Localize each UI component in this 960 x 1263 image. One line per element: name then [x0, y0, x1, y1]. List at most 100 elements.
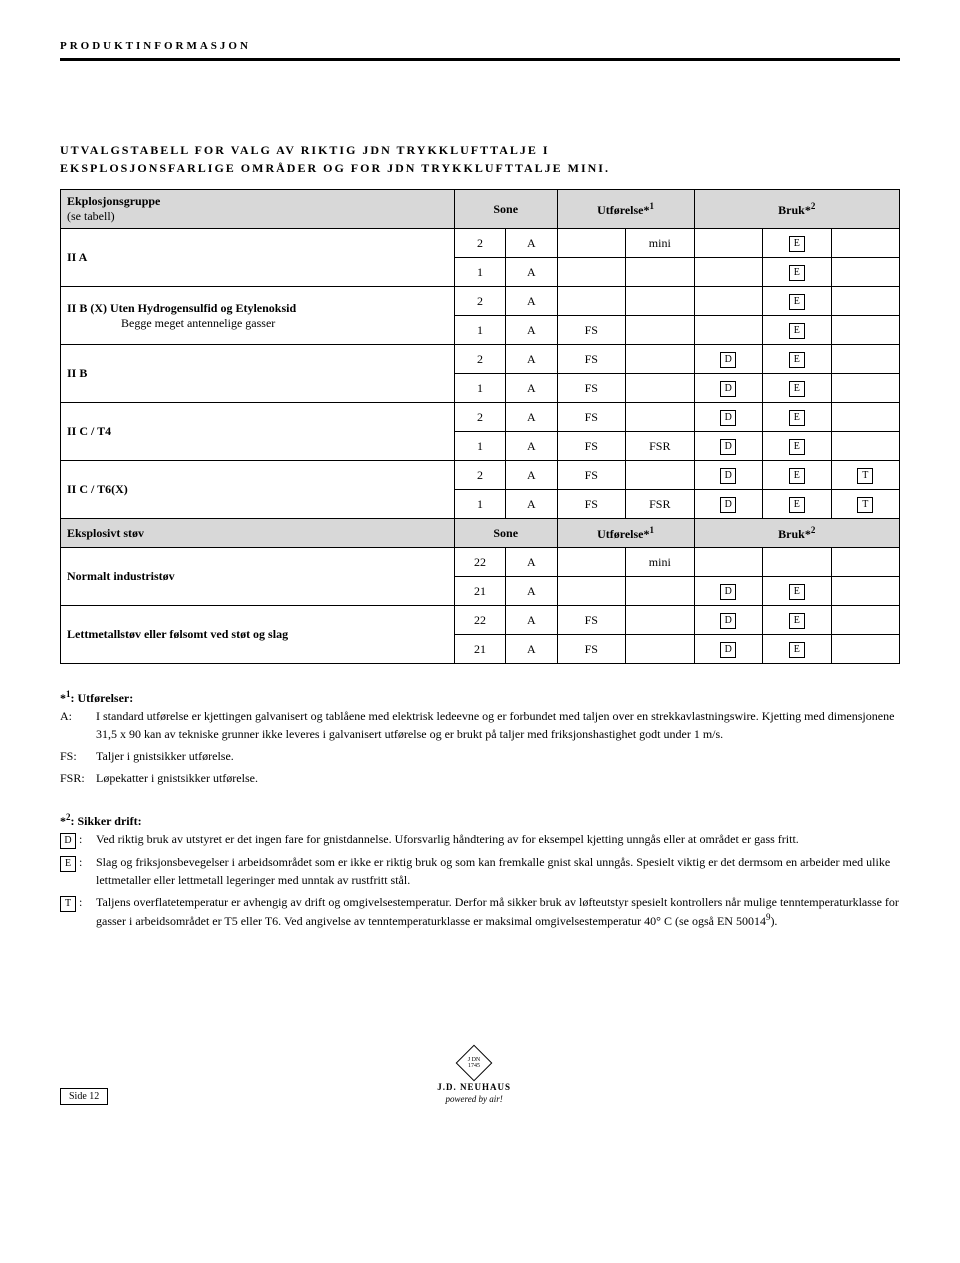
- fn-key: D :: [60, 830, 96, 849]
- cell: E: [763, 229, 831, 258]
- row-label: Lettmetallstøv eller følsomt ved støt og…: [61, 606, 455, 664]
- hdr-group-sub: (se tabell): [67, 209, 115, 223]
- hdr-bruk: Bruk*2: [694, 190, 899, 229]
- cell: T: [831, 490, 900, 519]
- logo-diamond-icon: J DN 1745: [456, 1045, 493, 1082]
- cell: 22: [454, 548, 505, 577]
- cell: [626, 345, 694, 374]
- cell: [557, 287, 625, 316]
- cell: E: [763, 432, 831, 461]
- fn-text: Slag og friksjonsbevegelser i arbeidsomr…: [96, 853, 900, 889]
- cell: FSR: [626, 432, 694, 461]
- row-label: II C / T4: [61, 403, 455, 461]
- title-line1: UTVALGSTABELL FOR VALG AV RIKTIG JDN TRY…: [60, 143, 550, 157]
- fn-key: A:: [60, 707, 96, 743]
- cell: [831, 635, 900, 664]
- cell: E: [763, 635, 831, 664]
- label-text: II B (X) Uten Hydrogensulfid og Etylenok…: [67, 301, 296, 315]
- row-label: II A: [61, 229, 455, 287]
- cell: FS: [557, 374, 625, 403]
- fn-key: E :: [60, 853, 96, 889]
- hdr2-bruk: Bruk*2: [694, 519, 899, 548]
- fn1-head: Utførelser:: [78, 691, 134, 705]
- cell: [831, 345, 900, 374]
- cell: E: [763, 461, 831, 490]
- cell: A: [506, 345, 557, 374]
- cell: [694, 258, 762, 287]
- cell: FS: [557, 490, 625, 519]
- hdr2-label: Eksplosivt støv: [61, 519, 455, 548]
- hdr-group: Ekplosjonsgruppe (se tabell): [61, 190, 455, 229]
- cell: A: [506, 258, 557, 287]
- cell: [831, 606, 900, 635]
- fn-text: Taljer i gnistsikker utførelse.: [96, 747, 900, 765]
- fn-key: FS:: [60, 747, 96, 765]
- cell: T: [831, 461, 900, 490]
- cell: A: [506, 577, 557, 606]
- cell: 1: [454, 316, 505, 345]
- cell: [694, 548, 762, 577]
- cell: E: [763, 490, 831, 519]
- logo-tag: powered by air!: [437, 1094, 511, 1106]
- fn2-head: Sikker drift:: [78, 814, 142, 828]
- cell: A: [506, 229, 557, 258]
- row-label: II C / T6(X): [61, 461, 455, 519]
- cell: [831, 229, 900, 258]
- cell: E: [763, 287, 831, 316]
- cell: 2: [454, 229, 505, 258]
- cell: A: [506, 490, 557, 519]
- cell: 1: [454, 490, 505, 519]
- cell: E: [763, 258, 831, 287]
- cell: E: [763, 316, 831, 345]
- cell: [831, 577, 900, 606]
- fn-text: Løpekatter i gnistsikker utførelse.: [96, 769, 900, 787]
- cell: [626, 606, 694, 635]
- cell: 2: [454, 403, 505, 432]
- cell: D: [694, 490, 762, 519]
- cell: D: [694, 374, 762, 403]
- fn-key: FSR:: [60, 769, 96, 787]
- cell: 1: [454, 432, 505, 461]
- fn-text: Taljens overflatetemperatur er avhengig …: [96, 893, 900, 930]
- cell: [831, 287, 900, 316]
- cell: FS: [557, 316, 625, 345]
- cell: [831, 548, 900, 577]
- cell: [626, 287, 694, 316]
- cell: [626, 374, 694, 403]
- cell: [626, 403, 694, 432]
- row-label: II B (X) Uten Hydrogensulfid og Etylenok…: [61, 287, 455, 345]
- title-line2: EKSPLOSJONSFARLIGE OMRÅDER OG FOR JDN TR…: [60, 161, 610, 175]
- cell: [557, 548, 625, 577]
- cell: 22: [454, 606, 505, 635]
- cell: A: [506, 403, 557, 432]
- cell: [831, 258, 900, 287]
- cell: D: [694, 577, 762, 606]
- cell: 21: [454, 635, 505, 664]
- hdr-sone: Sone: [454, 190, 557, 229]
- logo-name: J.D. NEUHAUS: [437, 1082, 511, 1094]
- cell: A: [506, 635, 557, 664]
- cell: FS: [557, 461, 625, 490]
- cell: D: [694, 606, 762, 635]
- cell: [831, 432, 900, 461]
- footnotes-2: *2: Sikker drift: D :Ved riktig bruk av …: [60, 811, 900, 930]
- cell: FSR: [626, 490, 694, 519]
- row-label: II B: [61, 345, 455, 403]
- cell: 2: [454, 287, 505, 316]
- cell: FS: [557, 345, 625, 374]
- cell: E: [763, 606, 831, 635]
- cell: mini: [626, 229, 694, 258]
- cell: [831, 403, 900, 432]
- cell: [626, 635, 694, 664]
- cell: [626, 461, 694, 490]
- cell: 21: [454, 577, 505, 606]
- cell: A: [506, 374, 557, 403]
- cell: A: [506, 316, 557, 345]
- cell: [831, 374, 900, 403]
- cell: A: [506, 432, 557, 461]
- label-sub: Begge meget antennelige gasser: [67, 316, 275, 331]
- footnotes-1: *1: Utførelser: A:I standard utførelse e…: [60, 688, 900, 787]
- page-number: Side 12: [60, 1088, 108, 1105]
- cell: D: [694, 432, 762, 461]
- cell: A: [506, 461, 557, 490]
